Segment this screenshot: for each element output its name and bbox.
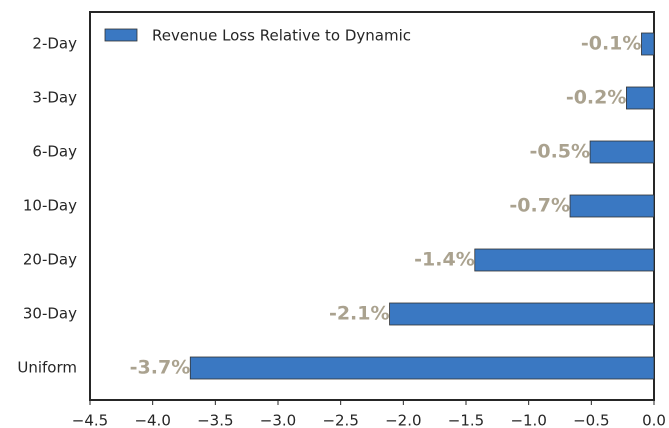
y-tick-label: 20-Day — [23, 251, 77, 269]
x-tick-label: −4.5 — [72, 412, 108, 428]
x-tick-label: −3.0 — [260, 412, 296, 428]
bar — [626, 86, 655, 110]
y-tick-label: 2-Day — [32, 35, 77, 53]
x-tick-label: −1.5 — [448, 412, 484, 428]
value-label: -0.5% — [529, 141, 590, 163]
y-tick-label: 10-Day — [23, 197, 77, 215]
legend-swatch — [104, 28, 138, 42]
y-tick-label: 6-Day — [32, 143, 77, 161]
value-label: -0.2% — [566, 87, 627, 109]
x-tick-label: −1.0 — [510, 412, 546, 428]
value-label: -2.1% — [329, 303, 390, 325]
value-label: -1.4% — [414, 249, 475, 271]
x-tick-label: −0.5 — [573, 412, 609, 428]
x-tick-label: −2.0 — [385, 412, 421, 428]
bar — [641, 32, 655, 56]
y-tick-label: 30-Day — [23, 305, 77, 323]
y-tick-label: Uniform — [17, 359, 77, 377]
bar — [589, 140, 655, 164]
bar — [389, 302, 655, 326]
value-label: -0.7% — [509, 195, 570, 217]
y-tick-label: 3-Day — [32, 89, 77, 107]
value-label: -3.7% — [130, 357, 191, 379]
bar — [189, 356, 655, 380]
x-tick-label: −3.5 — [197, 412, 233, 428]
x-tick-label: −2.5 — [322, 412, 358, 428]
bar — [474, 248, 655, 272]
value-label: -0.1% — [581, 33, 642, 55]
x-tick-label: 0.0 — [642, 412, 666, 428]
bar — [569, 194, 655, 218]
legend-label: Revenue Loss Relative to Dynamic — [152, 27, 411, 45]
x-tick-label: −4.0 — [134, 412, 170, 428]
